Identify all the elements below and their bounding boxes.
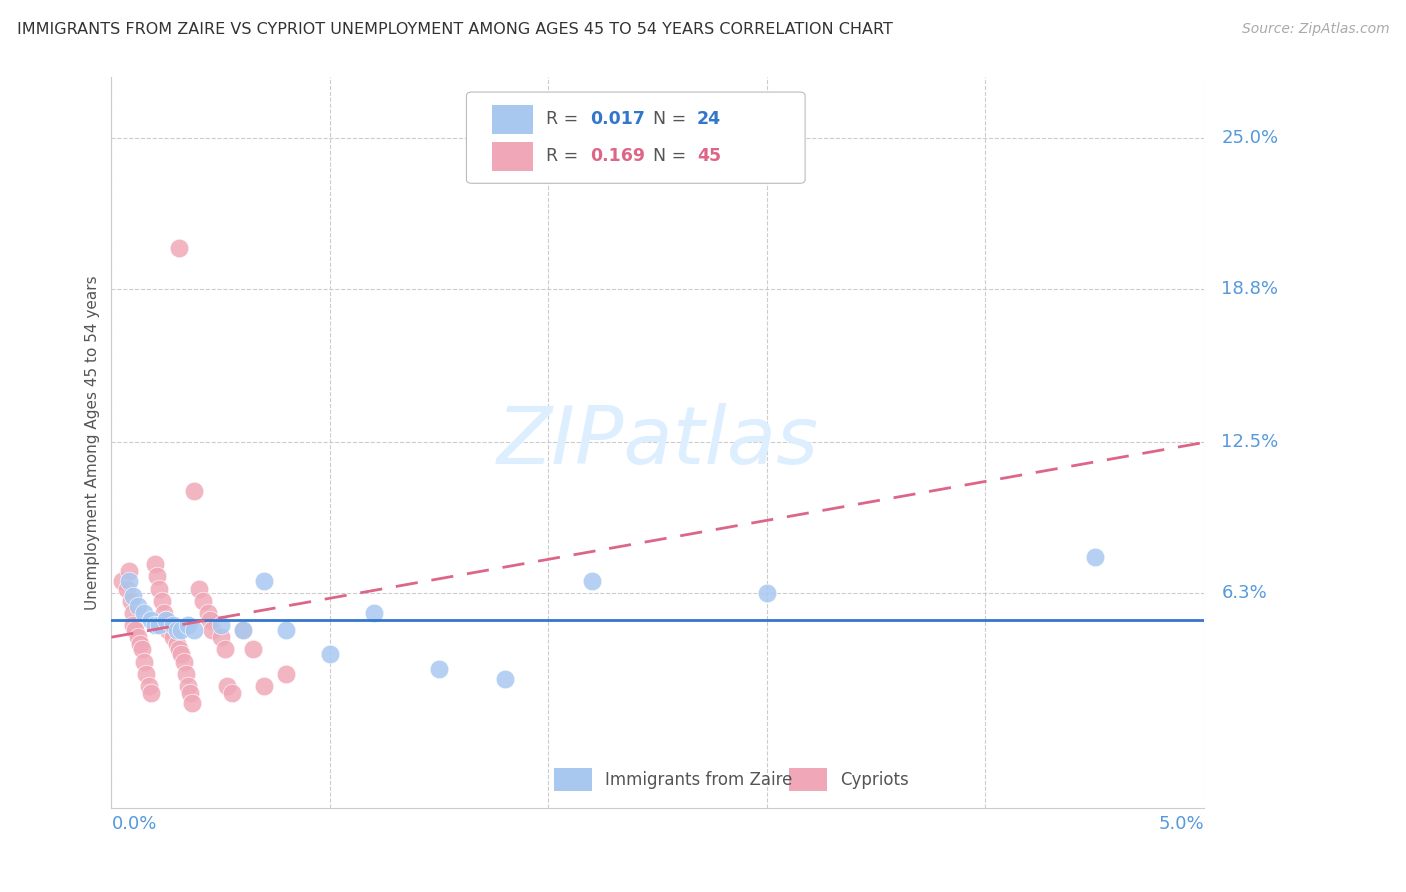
Point [162, 618, 184, 632]
Point [197, 606, 219, 620]
Point [143, 618, 166, 632]
Point [148, 582, 170, 596]
Point [217, 679, 239, 693]
Point [118, 565, 141, 579]
Text: 25.0%: 25.0% [1222, 129, 1278, 147]
Point [177, 679, 200, 693]
Text: N =: N = [654, 146, 692, 164]
Point [153, 606, 176, 620]
Point [134, 655, 156, 669]
Point [276, 666, 298, 681]
Point [127, 599, 149, 613]
Point [363, 606, 385, 620]
Point [155, 613, 177, 627]
Point [124, 623, 146, 637]
Point [167, 642, 190, 657]
Point [139, 686, 162, 700]
Point [127, 630, 149, 644]
Text: Source: ZipAtlas.com: Source: ZipAtlas.com [1241, 22, 1389, 37]
Point [221, 686, 243, 700]
Point [183, 623, 205, 637]
Point [148, 618, 170, 632]
Point [155, 613, 177, 627]
Point [138, 679, 160, 693]
Text: 0.169: 0.169 [591, 146, 645, 164]
Point [139, 613, 162, 627]
Point [201, 623, 224, 637]
Point [115, 582, 138, 596]
Point [198, 613, 221, 627]
FancyBboxPatch shape [492, 105, 533, 135]
Y-axis label: Unemployment Among Ages 45 to 54 years: Unemployment Among Ages 45 to 54 years [86, 275, 100, 610]
Point [170, 647, 193, 661]
Point [209, 618, 232, 632]
Text: IMMIGRANTS FROM ZAIRE VS CYPRIOT UNEMPLOYMENT AMONG AGES 45 TO 54 YEARS CORRELAT: IMMIGRANTS FROM ZAIRE VS CYPRIOT UNEMPLO… [17, 22, 893, 37]
Text: Cypriots: Cypriots [839, 771, 908, 789]
Point [494, 672, 516, 686]
Point [231, 623, 253, 637]
Point [120, 593, 142, 607]
Text: 24: 24 [697, 110, 721, 128]
Point [173, 655, 195, 669]
FancyBboxPatch shape [789, 768, 827, 791]
FancyBboxPatch shape [554, 768, 592, 791]
Point [150, 593, 173, 607]
Point [122, 606, 145, 620]
Point [122, 618, 145, 632]
Point [319, 647, 342, 661]
Point [166, 638, 188, 652]
Point [253, 574, 276, 589]
Point [174, 666, 197, 681]
Text: R =: R = [546, 110, 583, 128]
Point [135, 666, 157, 681]
Point [167, 241, 190, 255]
Point [131, 642, 153, 657]
Point [427, 662, 450, 676]
Point [581, 574, 603, 589]
Text: 5.0%: 5.0% [1159, 814, 1204, 833]
Point [253, 679, 276, 693]
Text: N =: N = [654, 110, 692, 128]
Point [755, 586, 778, 600]
Point [111, 574, 134, 589]
Text: 45: 45 [697, 146, 721, 164]
Point [214, 642, 236, 657]
Text: 12.5%: 12.5% [1222, 434, 1278, 451]
FancyBboxPatch shape [467, 92, 806, 183]
Point [177, 618, 200, 632]
Point [162, 630, 184, 644]
Point [276, 623, 298, 637]
Point [193, 593, 215, 607]
Text: 0.017: 0.017 [591, 110, 645, 128]
Point [166, 623, 188, 637]
Point [134, 606, 156, 620]
Point [187, 582, 209, 596]
Point [143, 557, 166, 571]
Point [118, 574, 141, 589]
Point [231, 623, 253, 637]
Point [146, 569, 169, 583]
Text: ZIPatlas: ZIPatlas [496, 403, 818, 482]
Text: 0.0%: 0.0% [111, 814, 157, 833]
Text: 18.8%: 18.8% [1222, 280, 1278, 298]
Point [209, 630, 232, 644]
Point [170, 623, 193, 637]
Text: Immigrants from Zaire: Immigrants from Zaire [605, 771, 793, 789]
Point [181, 696, 204, 710]
Point [122, 589, 145, 603]
Text: R =: R = [546, 146, 583, 164]
Point [157, 623, 180, 637]
FancyBboxPatch shape [492, 142, 533, 171]
Point [128, 638, 150, 652]
Text: 6.3%: 6.3% [1222, 584, 1267, 602]
Point [1084, 549, 1107, 564]
Point [242, 642, 264, 657]
Point [179, 686, 201, 700]
Point [183, 484, 205, 499]
